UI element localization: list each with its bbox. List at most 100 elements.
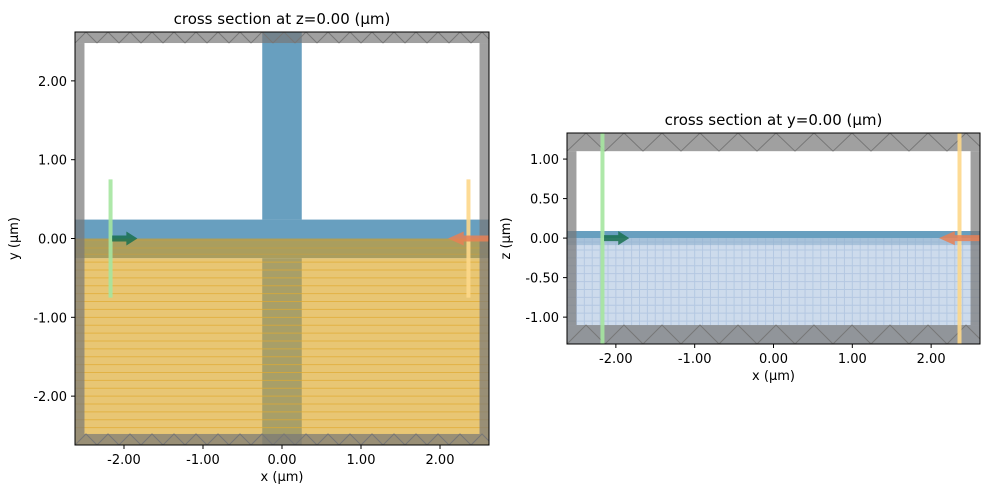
y-tick-label: -1.00 [33,311,67,326]
pml-region [75,43,85,434]
pml-hatch [448,433,472,445]
pml-hatch [718,133,758,152]
plot-area [75,32,489,445]
pml-hatch [642,133,682,152]
x-tick-label: -1.00 [186,453,220,468]
pml-hatch [228,32,252,44]
pml-hatch [567,324,606,344]
pml-hatch [448,32,472,44]
pml-hatch [908,133,948,152]
pml-hatch [360,32,384,44]
pml-hatch [382,32,406,44]
pml-hatch [316,433,340,445]
pml-hatch [832,324,872,344]
source-direction-arrow-icon [604,231,630,246]
pml-hatch [426,32,450,44]
pml-hatch [382,433,406,445]
y-tick-label: -2.00 [33,390,67,405]
x-tick-label: 0.00 [268,453,297,468]
pml-hatch [680,324,720,344]
y-tick-label: 0.50 [530,193,559,208]
plot-1: -2.00 -1.00 0.00 1.00 2.00 1.00 0.50 0.00 -0.50 -… [499,111,981,384]
pml-hatch [206,433,230,445]
y-tick-label: 0.00 [38,233,67,248]
pml-hatch [118,32,142,44]
pml-hatch [206,32,230,44]
pml-hatch [680,133,720,152]
vertical-waveguide [262,32,302,220]
y-tick-label: 1.00 [38,154,67,169]
pml-hatch [404,433,428,445]
pml-hatch [426,433,450,445]
plot-0: -2.00 -1.00 0.00 1.00 2.00 2.00 1.00 0.00 -1.00 -… [7,10,490,485]
x-axis-label: x (μm) [752,369,795,384]
x-tick-label: 0.00 [759,352,788,367]
mesh-dense-band [567,238,980,246]
pml-hatch [140,433,164,445]
pml-hatch [567,133,606,152]
pml-region [567,325,980,344]
pml-hatch [250,32,274,44]
y-tick-label: 1.00 [530,153,559,168]
x-tick-label: -1.00 [678,352,712,367]
pml-hatch [316,32,340,44]
pml-hatch [162,32,186,44]
pml-hatch [294,32,318,44]
x-tick-label: 1.00 [347,453,376,468]
pml-region [567,151,577,326]
pml-hatch [338,433,362,445]
pml-hatch [870,324,910,344]
x-tick-label: -2.00 [107,453,141,468]
y-axis-label: z (μm) [499,217,514,259]
pml-hatch [946,324,980,344]
x-tick-label: -2.00 [599,352,633,367]
pml-hatch [470,433,489,445]
pml-hatch [96,32,120,44]
y-tick-label: 0.00 [530,232,559,247]
vertical-waveguide-lower [262,258,302,445]
source-direction-arrow-icon [112,231,138,246]
y-tick-label: -0.50 [525,272,559,287]
x-tick-label: 2.00 [426,453,455,468]
pml-hatch [272,433,296,445]
pml-hatch [294,433,318,445]
pml-hatch [604,324,644,344]
plot-title: cross section at z=0.00 (μm) [174,10,391,28]
pml-hatch [794,133,834,152]
monitor-direction-arrow-icon [939,231,980,246]
pml-hatch [642,324,682,344]
plot-area [567,133,980,344]
pml-hatch [228,433,252,445]
pml-hatch [162,433,186,445]
pml-hatch [404,32,428,44]
pml-hatch [250,433,274,445]
y-tick-label: 2.00 [38,75,67,90]
pml-hatch [756,133,796,152]
pml-hatch [75,433,98,445]
pml-region [567,133,980,152]
pml-hatch [75,32,98,44]
pml-hatch [946,133,980,152]
pml-hatch [794,324,834,344]
pml-hatch [272,32,296,44]
waveguide [567,230,980,239]
pml-hatch [604,133,644,152]
pml-region [75,433,489,445]
pml-hatch [756,324,796,344]
pml-hatch [96,433,120,445]
pml-hatch [140,32,164,44]
horizontal-waveguide [75,219,489,239]
plot-title: cross section at y=0.00 (μm) [665,111,883,129]
pml-hatch [470,32,489,44]
monitor-direction-arrow-icon [447,231,489,246]
pml-hatch [338,32,362,44]
x-tick-label: 1.00 [838,352,867,367]
pml-hatch [832,133,872,152]
pml-hatch [908,324,948,344]
pml-hatch [184,32,208,44]
y-axis-label: y (μm) [7,217,22,260]
pml-hatch [184,433,208,445]
pml-region [75,32,489,44]
pml-hatch [718,324,758,344]
